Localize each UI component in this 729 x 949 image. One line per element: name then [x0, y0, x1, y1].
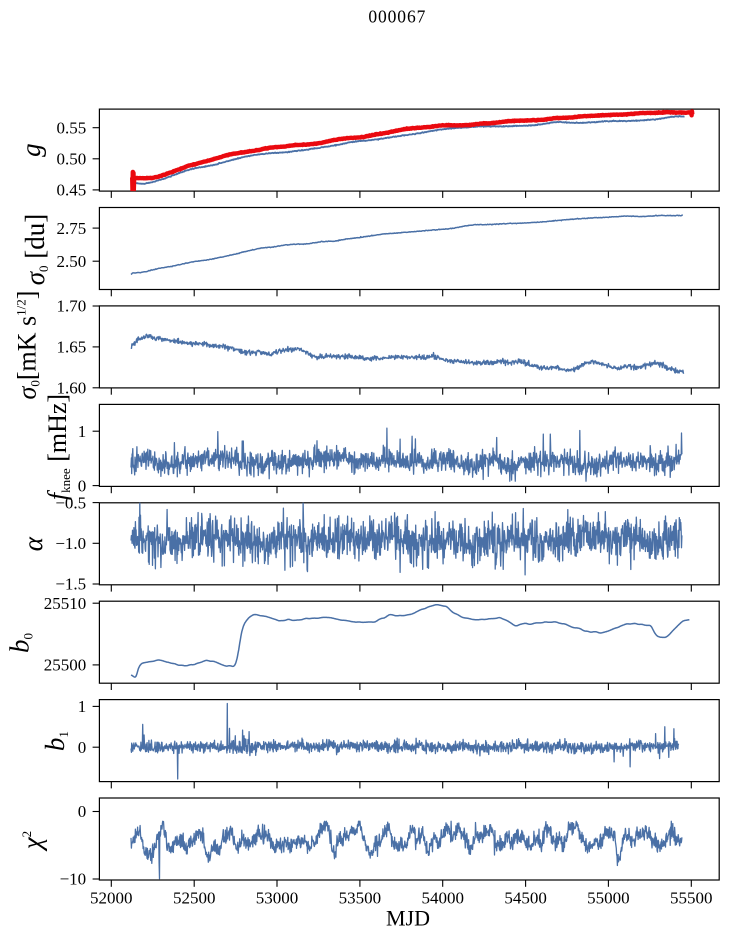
- svg-text:b0: b0: [5, 633, 36, 653]
- svg-text:0.45: 0.45: [56, 181, 86, 200]
- svg-text:1.65: 1.65: [56, 338, 86, 357]
- svg-text:52000: 52000: [90, 888, 133, 907]
- svg-text:1: 1: [78, 422, 87, 441]
- svg-text:0: 0: [78, 476, 87, 495]
- svg-text:55500: 55500: [670, 888, 713, 907]
- svg-text:0.50: 0.50: [56, 150, 86, 169]
- svg-text:χ2: χ2: [17, 831, 47, 852]
- svg-text:σ0 [du]: σ0 [du]: [20, 214, 51, 286]
- svg-text:0.55: 0.55: [56, 118, 86, 137]
- svg-text:25500: 25500: [44, 656, 87, 675]
- svg-text:g: g: [16, 143, 46, 157]
- svg-text:54000: 54000: [421, 888, 464, 907]
- svg-text:2.50: 2.50: [56, 252, 86, 271]
- svg-text:54500: 54500: [504, 888, 547, 907]
- svg-text:1.60: 1.60: [56, 379, 86, 398]
- svg-text:000067: 000067: [368, 6, 426, 26]
- svg-text:−1.5: −1.5: [55, 575, 86, 594]
- svg-text:α: α: [18, 536, 48, 551]
- svg-text:53500: 53500: [339, 888, 382, 907]
- svg-text:−10: −10: [60, 870, 87, 889]
- svg-text:0: 0: [78, 738, 87, 757]
- svg-text:1: 1: [78, 697, 87, 716]
- svg-text:b1: b1: [40, 731, 71, 751]
- svg-text:53000: 53000: [256, 888, 299, 907]
- svg-text:2.75: 2.75: [56, 219, 86, 238]
- svg-text:25510: 25510: [44, 594, 87, 613]
- svg-text:52500: 52500: [173, 888, 216, 907]
- svg-text:MJD: MJD: [386, 906, 430, 931]
- svg-text:−1.0: −1.0: [55, 534, 86, 553]
- svg-text:σ0[mK s1/2]: σ0[mK s1/2]: [13, 291, 43, 400]
- svg-text:1.70: 1.70: [56, 297, 86, 316]
- svg-text:−0.5: −0.5: [55, 493, 86, 512]
- svg-text:fknee [mHz]: fknee [mHz]: [43, 394, 73, 500]
- svg-text:55000: 55000: [587, 888, 630, 907]
- svg-text:0: 0: [78, 802, 87, 821]
